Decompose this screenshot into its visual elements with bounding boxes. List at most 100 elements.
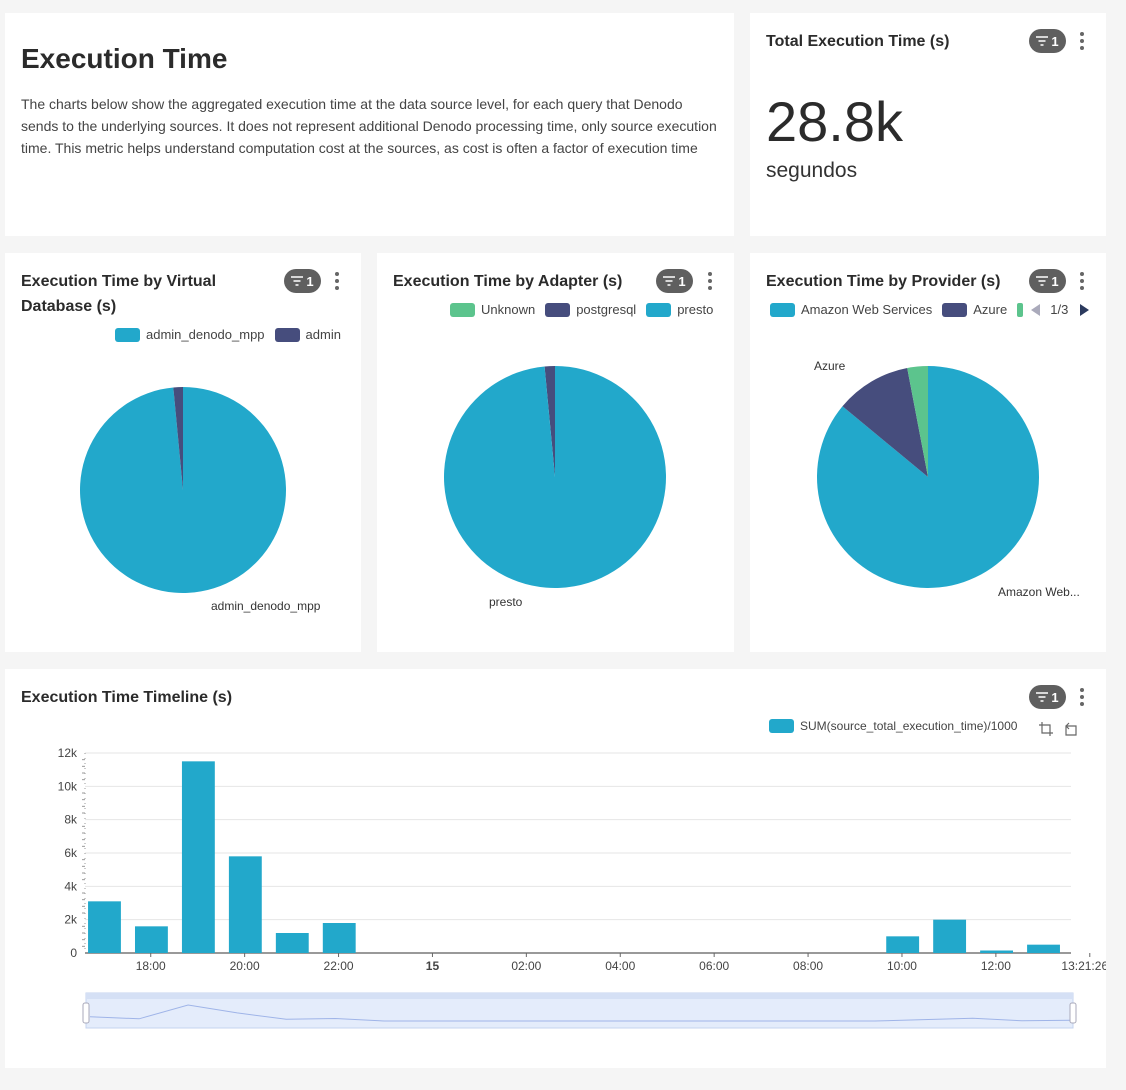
x-tick-label: 06:00	[699, 959, 729, 973]
x-tick-label: 02:00	[511, 959, 541, 973]
timeline-bar[interactable]	[88, 901, 121, 953]
x-tick-label: 18:00	[136, 959, 166, 973]
timeline-bar[interactable]	[886, 936, 920, 953]
filter-count: 1	[1051, 33, 1059, 49]
y-tick-label: 12k	[58, 746, 78, 760]
x-tick-label: 04:00	[605, 959, 635, 973]
legend-label: presto	[677, 302, 714, 317]
pie-slice-azure[interactable]	[842, 367, 928, 477]
provider-card-title: Execution Time by Provider (s)	[766, 273, 1001, 290]
filter-count: 1	[306, 273, 314, 289]
more-options-icon[interactable]	[705, 272, 715, 290]
filter-icon	[1036, 276, 1049, 286]
total-unit: segundos	[766, 159, 858, 182]
legend-next-icon[interactable]	[1080, 303, 1090, 316]
legend-item[interactable]: presto	[646, 302, 713, 317]
legend-label: Unknown	[481, 302, 536, 317]
legend-item[interactable]: Amazon Web Services	[770, 302, 932, 317]
adapter-legend: Unknown postgresql presto	[450, 302, 723, 317]
legend-item[interactable]: Unknown	[450, 302, 535, 317]
y-tick-label: 6k	[64, 846, 78, 860]
pie-slice-amazon-web-services[interactable]	[817, 366, 1039, 589]
more-options-icon[interactable]	[1077, 272, 1087, 290]
x-tick-label: 22:00	[324, 959, 354, 973]
filter-icon	[1036, 36, 1049, 46]
provider-chart-card: Execution Time by Provider (s) 1 Amazon …	[750, 253, 1106, 652]
zoom-icon[interactable]	[1038, 721, 1054, 737]
vdb-pie-chart	[79, 387, 286, 593]
pie-slice-postgresql[interactable]	[544, 366, 555, 477]
pie-slice-admin[interactable]	[173, 387, 183, 490]
filter-count: 1	[1051, 273, 1059, 289]
filter-badge[interactable]: 1	[656, 269, 693, 293]
total-value: 28.8k	[766, 90, 903, 153]
pie-slice-label: presto	[489, 595, 523, 609]
x-tick-label: 10:00	[887, 959, 917, 973]
x-tick-label: 20:00	[230, 959, 260, 973]
legend-pager: 1/3	[1050, 302, 1069, 317]
y-tick-label: 8k	[64, 813, 78, 827]
filter-count: 1	[678, 273, 686, 289]
pie-slice-label-aws: Amazon Web...	[998, 585, 1080, 599]
timeline-bar[interactable]	[1027, 944, 1060, 953]
filter-count: 1	[1051, 689, 1059, 705]
provider-legend: Amazon Web Services Azure 1/3	[770, 302, 1090, 317]
total-card-title: Total Execution Time (s)	[766, 33, 950, 50]
timeline-bar[interactable]	[933, 919, 967, 953]
filter-badge[interactable]: 1	[1029, 29, 1066, 53]
pie-slice-presto[interactable]	[444, 366, 666, 588]
timeline-bar[interactable]	[228, 856, 262, 953]
legend-item[interactable]: Azure	[942, 302, 1007, 317]
x-tick-label: 15	[426, 959, 440, 973]
page-description: The charts below show the aggregated exe…	[21, 96, 717, 156]
zoom-reset-icon[interactable]	[1063, 721, 1079, 737]
legend-prev-icon[interactable]	[1031, 303, 1041, 316]
x-tick-label: 08:00	[793, 959, 823, 973]
timeline-chart-card: Execution Time Timeline (s) 1 SUM(source…	[5, 669, 1106, 1068]
legend-item[interactable]: admin_denodo_mpp	[115, 327, 265, 342]
timeline-bar[interactable]	[275, 933, 309, 953]
adapter-card-title: Execution Time by Adapter (s)	[393, 273, 623, 290]
more-options-icon[interactable]	[1077, 32, 1087, 50]
pie-slice-other[interactable]	[907, 366, 928, 477]
legend-label: SUM(source_total_execution_time)/1000	[800, 719, 1018, 733]
filter-badge[interactable]: 1	[1029, 269, 1066, 293]
timeline-bar[interactable]	[980, 950, 1014, 954]
legend-label: admin	[305, 327, 341, 342]
pie-slice-label-azure: Azure	[814, 359, 846, 373]
more-options-icon[interactable]	[1077, 688, 1087, 706]
timeline-zoom-slider[interactable]	[82, 992, 1077, 1029]
filter-icon	[291, 276, 304, 286]
x-tick-label: 13:21:26 3	[1061, 959, 1106, 973]
vdb-chart-card: Execution Time by Virtual Database (s) 1…	[5, 253, 361, 652]
zoom-handle-left[interactable]	[82, 1002, 90, 1024]
filter-icon	[1036, 692, 1049, 702]
vdb-legend: admin_denodo_mpp admin	[115, 327, 351, 342]
legend-item[interactable]: SUM(source_total_execution_time)/1000	[769, 719, 1017, 733]
pie-slice-admin-denodo-mpp[interactable]	[79, 387, 286, 593]
timeline-bar[interactable]	[134, 926, 168, 953]
page-title: Execution Time	[21, 43, 228, 74]
filter-icon	[663, 276, 676, 286]
timeline-bar[interactable]	[181, 761, 215, 953]
legend-label: Amazon Web Services	[801, 302, 933, 317]
pie-slice-label: admin_denodo_mpp	[211, 599, 321, 613]
y-tick-label: 2k	[64, 913, 78, 927]
intro-card: Execution Time The charts below show the…	[5, 13, 734, 236]
legend-label: admin_denodo_mpp	[146, 327, 265, 342]
adapter-pie-chart	[444, 366, 666, 588]
zoom-handle-right[interactable]	[1069, 1002, 1077, 1024]
y-tick-label: 10k	[58, 779, 78, 793]
vdb-title-line2: Database (s)	[21, 298, 117, 315]
timeline-bar-chart: 0 2k 4k 6k 8k 10k 12k 18:00 20:00 22:00 15 02:00 04:…	[58, 746, 1106, 1029]
legend-item[interactable]: postgresql	[545, 302, 636, 317]
x-tick-label: 12:00	[981, 959, 1011, 973]
filter-badge[interactable]: 1	[284, 269, 321, 293]
vdb-title-line1: Execution Time by Virtual	[21, 273, 217, 290]
filter-badge[interactable]: 1	[1029, 685, 1066, 709]
timeline-card-title: Execution Time Timeline (s)	[21, 689, 233, 706]
timeline-bar[interactable]	[322, 923, 356, 953]
legend-item[interactable]: admin	[274, 327, 341, 342]
more-options-icon[interactable]	[332, 272, 342, 290]
adapter-chart-card: Execution Time by Adapter (s) 1 Unknown …	[377, 253, 734, 652]
